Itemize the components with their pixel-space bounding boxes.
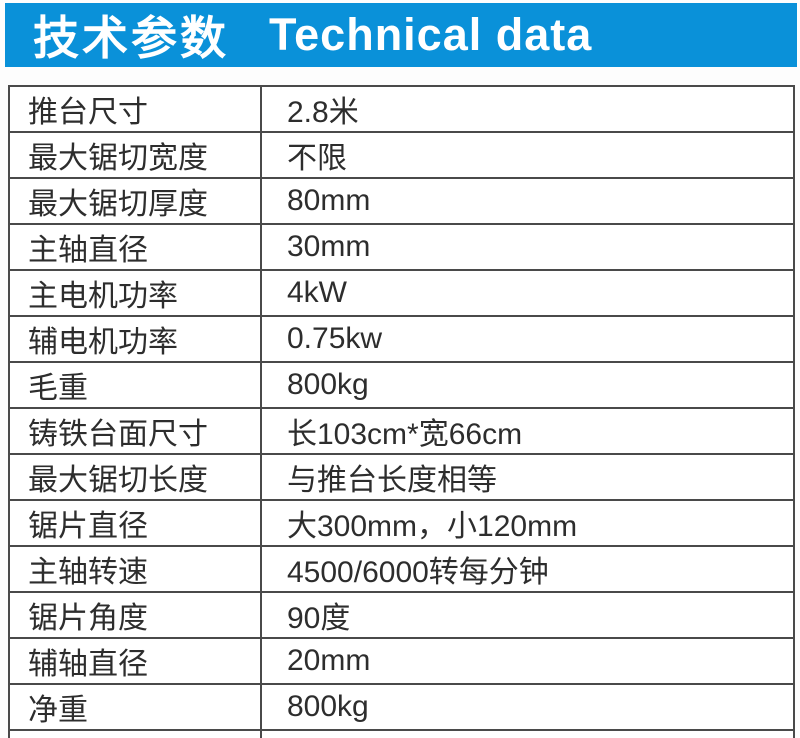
table-row: 最大锯切宽度 不限	[8, 131, 795, 179]
spec-label: 推台尺寸	[8, 85, 262, 133]
spec-label: 最大锯切宽度	[8, 131, 262, 179]
spec-value: 90度	[260, 591, 795, 639]
table-row: 主轴转速 4500/6000转每分钟	[8, 545, 795, 593]
spec-label: 辅电机功率	[8, 315, 262, 363]
spec-label: 外形尺寸	[8, 729, 262, 738]
spec-label: 最大锯切长度	[8, 453, 262, 501]
spec-table: 推台尺寸 2.8米 最大锯切宽度 不限 最大锯切厚度 80mm 主轴直径 30mm 主电机功率 4…	[8, 85, 795, 738]
spec-label: 锯片直径	[8, 499, 262, 547]
spec-value: 与推台长度相等	[260, 453, 795, 501]
table-row: 铸铁台面尺寸 长103cm*宽66cm	[8, 407, 795, 455]
spec-label: 最大锯切厚度	[8, 177, 262, 225]
spec-value: 0.75kw	[260, 315, 795, 363]
spec-value: 30mm	[260, 223, 795, 271]
table-row: 主轴直径 30mm	[8, 223, 795, 271]
table-row: 最大锯切长度 与推台长度相等	[8, 453, 795, 501]
spec-table-body: 推台尺寸 2.8米 最大锯切宽度 不限 最大锯切厚度 80mm 主轴直径 30mm 主电机功率 4…	[8, 85, 795, 738]
spec-label: 铸铁台面尺寸	[8, 407, 262, 455]
page-title-zh: 技术参数	[33, 12, 229, 64]
spec-label: 锯片角度	[8, 591, 262, 639]
spec-label: 毛重	[8, 361, 262, 409]
table-row: 外形尺寸长2.8米，3米，3.2米，宽90cm*高1米	[8, 729, 795, 738]
spec-value: 800kg	[260, 361, 795, 409]
spec-label: 主轴转速	[8, 545, 262, 593]
spec-value: 800kg	[260, 683, 795, 731]
spec-value: 80mm	[260, 177, 795, 225]
spec-label: 主轴直径	[8, 223, 262, 271]
table-row: 锯片直径 大300mm，小120mm	[8, 499, 795, 547]
spec-label: 主电机功率	[8, 269, 262, 317]
spec-value: 大300mm，小120mm	[260, 499, 795, 547]
spec-value: 2.8米	[260, 85, 795, 133]
spec-label: 辅轴直径	[8, 637, 262, 685]
table-row: 推台尺寸 2.8米	[8, 85, 795, 133]
table-row: 锯片角度 90度	[8, 591, 795, 639]
spec-value: 长103cm*宽66cm	[260, 407, 795, 455]
spec-label: 净重	[8, 683, 262, 731]
table-row: 辅电机功率 0.75kw	[8, 315, 795, 363]
spec-value: 4500/6000转每分钟	[260, 545, 795, 593]
table-row: 最大锯切厚度 80mm	[8, 177, 795, 225]
page-title-en: Technical data	[269, 9, 593, 60]
table-row: 净重 800kg	[8, 683, 795, 731]
table-row: 主电机功率 4kW	[8, 269, 795, 317]
table-row: 辅轴直径 20mm	[8, 637, 795, 685]
spec-value: 长2.8米，3米，3.2米，宽90cm*高1米	[260, 729, 795, 738]
spec-value: 不限	[260, 131, 795, 179]
spec-value: 20mm	[260, 637, 795, 685]
spec-value: 4kW	[260, 269, 795, 317]
technical-data-header: 技术参数 Technical data	[5, 3, 797, 67]
table-row: 毛重 800kg	[8, 361, 795, 409]
